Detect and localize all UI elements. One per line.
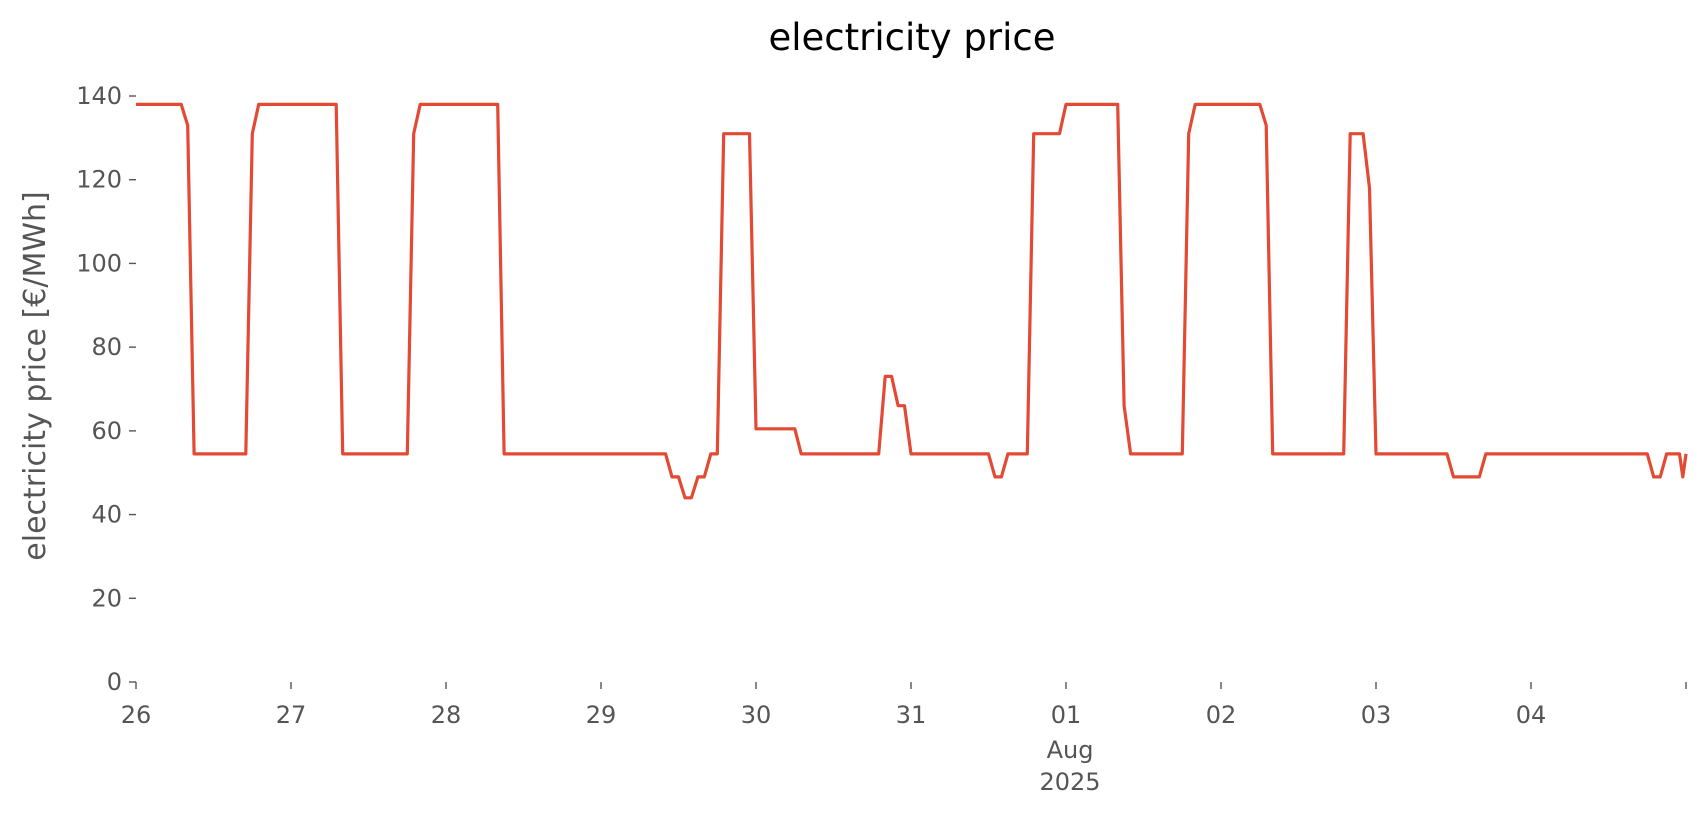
x-tick-label: 27 bbox=[276, 701, 307, 729]
x-tick-label: 28 bbox=[431, 701, 462, 729]
x-tick-label: 29 bbox=[586, 701, 617, 729]
y-tick-label: 20 bbox=[91, 584, 122, 612]
y-tick-label: 80 bbox=[91, 333, 122, 361]
y-tick-label: 140 bbox=[76, 82, 122, 110]
x-tick-label: 01 bbox=[1051, 701, 1082, 729]
x-axis-month-label: Aug bbox=[1047, 736, 1094, 764]
chart-title: electricity price bbox=[768, 16, 1055, 59]
y-tick-label: 40 bbox=[91, 501, 122, 529]
x-axis-year-label: 2025 bbox=[1039, 768, 1100, 796]
x-tick-label: 30 bbox=[741, 701, 772, 729]
x-tick-label: 26 bbox=[121, 701, 152, 729]
y-axis-label: electricity price [€/MWh] bbox=[18, 191, 53, 560]
x-axis: 26 27 28 29 30 31 01 02 03 04 bbox=[121, 682, 1687, 729]
x-tick-label: 03 bbox=[1361, 701, 1392, 729]
price-series-line bbox=[136, 102, 1688, 500]
y-tick-label: 120 bbox=[76, 166, 122, 194]
plot-area bbox=[136, 102, 1688, 500]
y-tick-label: 0 bbox=[107, 668, 122, 696]
x-tick-label: 02 bbox=[1206, 701, 1237, 729]
y-axis: 0 20 40 60 80 100 120 140 bbox=[76, 82, 136, 696]
y-tick-label: 100 bbox=[76, 249, 122, 277]
x-tick-label: 04 bbox=[1516, 701, 1547, 729]
y-tick-label: 60 bbox=[91, 417, 122, 445]
x-tick-label: 31 bbox=[896, 701, 927, 729]
